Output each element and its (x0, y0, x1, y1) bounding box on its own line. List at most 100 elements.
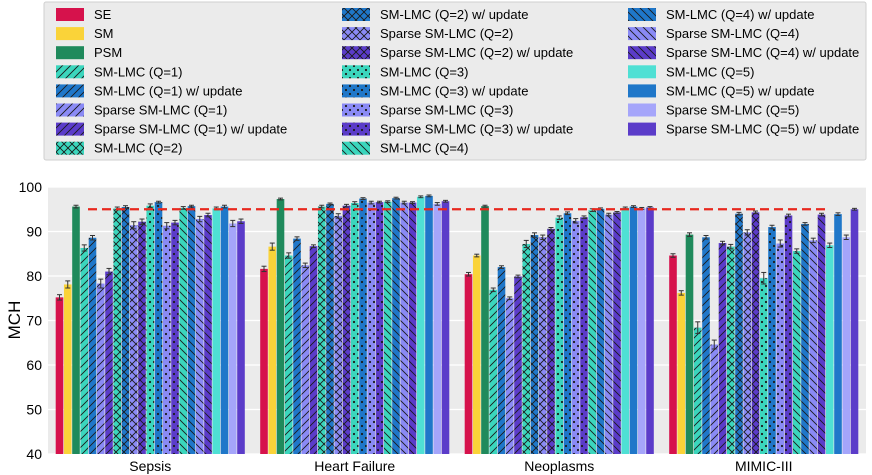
errorbar-heart-failure-sparse-sm-lmc-q-3-w-update (377, 200, 382, 204)
errorbar-sepsis-sparse-sm-lmc-q-4 (197, 215, 203, 223)
bar-mimic-iii-sparse-sm-lmc-q-1-w-update (718, 243, 727, 454)
bar-neoplasms-sm-lmc-q-1 (489, 289, 498, 454)
bar-sepsis-sparse-sm-lmc-q-5-w-update (237, 221, 245, 454)
legend-swatch-sparse-sm-lmc-q-2 (342, 27, 370, 41)
errorbar-heart-failure-sparse-sm-lmc-q-2 (335, 213, 341, 219)
bar-sepsis-sm-lmc-q-2-w-update (121, 207, 130, 454)
errorbar-heart-failure-sparse-sm-lmc-q-2-w-update (344, 203, 349, 208)
y-tick-90: 90 (26, 224, 42, 240)
errorbar-neoplasms-sm-lmc-q-3 (556, 215, 562, 220)
legend-item-sm: SM (56, 26, 114, 41)
legend-item-sparse-sm-lmc-q-4: Sparse SM-LMC (Q=4) (628, 26, 799, 41)
bar-neoplasms-sparse-sm-lmc-q-5-w-update (646, 207, 654, 454)
bar-sepsis-sm-lmc-q-3 (146, 205, 155, 454)
legend-swatch-sparse-sm-lmc-q-1-w-update (56, 122, 84, 136)
errorbar-heart-failure-sparse-sm-lmc-q-5 (434, 202, 440, 206)
bar-heart-failure-sparse-sm-lmc-q-3-w-update (375, 202, 384, 454)
legend: SE SM PSM SM-LMC (Q=1) SM-LMC (Q=1) w/ updat… (43, 1, 867, 161)
legend-box (43, 1, 867, 161)
errorbar-mimic-iii-sparse-sm-lmc-q-4-w-update (819, 212, 824, 217)
bar-sepsis-sparse-sm-lmc-q-2-w-update (138, 221, 146, 454)
bar-neoplasms-sparse-sm-lmc-q-2 (538, 237, 547, 454)
errorbar-neoplasms-psm (482, 204, 488, 208)
errorbar-neoplasms-sm-lmc-q-5-w-update (631, 205, 636, 208)
bar-mimic-iii-sm-lmc-q-4 (792, 251, 801, 454)
errorbar-sepsis-psm (73, 204, 79, 209)
errorbar-heart-failure-sm-lmc-q-2-w-update (327, 202, 333, 206)
errorbar-heart-failure-sparse-sm-lmc-q-4-w-update (410, 201, 415, 204)
bar-sepsis-sparse-sm-lmc-q-1-w-update (105, 271, 113, 454)
errorbar-neoplasms-sparse-sm-lmc-q-2 (540, 234, 546, 241)
bar-mimic-iii-sm-lmc-q-3 (759, 278, 768, 454)
legend-swatch-sparse-sm-lmc-q-5-w-update (628, 122, 656, 136)
errorbar-heart-failure-sm-lmc-q-5-w-update (426, 194, 432, 198)
bar-heart-failure-sm-lmc-q-3-w-update (359, 198, 367, 454)
errorbar-mimic-iii-sm-lmc-q-5 (827, 242, 833, 249)
legend-swatch-psm (56, 46, 84, 60)
category-label-neoplasms: Neoplasms (524, 458, 594, 474)
y-tick-100: 100 (19, 179, 43, 195)
errorbar-sepsis-sparse-sm-lmc-q-1-w-update (106, 267, 112, 276)
errorbar-sepsis-sm-lmc-q-1 (81, 244, 87, 252)
errorbar-neoplasms-sparse-sm-lmc-q-3-w-update (581, 215, 587, 220)
bar-neoplasms-sm-lmc-q-5-w-update (629, 206, 638, 454)
legend-item-sm-lmc-q-5-w-update: SM-LMC (Q=5) w/ update (628, 83, 814, 98)
y-tick-70: 70 (26, 313, 42, 329)
legend-swatch-sparse-sm-lmc-q-1 (56, 103, 84, 117)
bar-heart-failure-sparse-sm-lmc-q-1-w-update (309, 246, 318, 454)
legend-swatch-sm-lmc-q-4 (342, 141, 370, 155)
errorbar-neoplasms-sm (474, 253, 480, 258)
bar-sepsis-se (55, 297, 64, 454)
errorbar-mimic-iii-sm-lmc-q-3-w-update (769, 224, 775, 230)
errorbar-sepsis-sm-lmc-q-5-w-update (222, 204, 227, 209)
errorbar-sepsis-sparse-sm-lmc-q-2 (131, 221, 137, 230)
y-axis-ticks: 40 50 60 70 80 90 100 (19, 179, 43, 462)
legend-swatch-sparse-sm-lmc-q-4-w-update (628, 46, 656, 60)
bar-mimic-iii-sparse-sm-lmc-q-4 (809, 240, 818, 454)
legend-item-sm-lmc-q-2: SM-LMC (Q=2) (56, 141, 182, 156)
legend-swatch-sparse-sm-lmc-q-4 (628, 27, 656, 41)
legend-swatch-sparse-sm-lmc-q-3-w-update (342, 122, 370, 136)
legend-label-sm-lmc-q-4: SM-LMC (Q=4) (380, 141, 468, 156)
errorbar-neoplasms-sm-lmc-q-2 (523, 239, 529, 249)
bar-neoplasms-sparse-sm-lmc-q-5 (637, 208, 646, 454)
bar-sepsis-sm-lmc-q-4-w-update (187, 206, 196, 454)
legend-label-sparse-sm-lmc-q-3: Sparse SM-LMC (Q=3) (380, 103, 513, 118)
bar-neoplasms-sm-lmc-q-2-w-update (530, 235, 539, 454)
legend-label-sm-lmc-q-2-w-update: SM-LMC (Q=2) w/ update (380, 7, 528, 22)
bar-sepsis-sparse-sm-lmc-q-5 (228, 223, 237, 454)
errorbar-sepsis-sparse-sm-lmc-q-4-w-update (205, 212, 211, 218)
errorbar-mimic-iii-sparse-sm-lmc-q-5-w-update (852, 207, 857, 211)
bar-heart-failure-sparse-sm-lmc-q-4 (400, 202, 409, 454)
errorbar-sepsis-sparse-sm-lmc-q-5-w-update (238, 218, 244, 224)
bar-sepsis-sparse-sm-lmc-q-3 (162, 225, 171, 454)
errorbar-sepsis-sm (65, 280, 71, 289)
errorbar-heart-failure-sm-lmc-q-5 (418, 195, 424, 199)
errorbar-heart-failure-sm-lmc-q-3-w-update (360, 197, 366, 200)
errorbar-mimic-iii-sparse-sm-lmc-q-2 (744, 229, 750, 236)
legend-swatch-sm-lmc-q-5 (628, 65, 656, 79)
bar-sepsis-sm-lmc-q-5 (212, 208, 221, 454)
bar-heart-failure-sparse-sm-lmc-q-5 (433, 203, 442, 454)
bar-neoplasms-sparse-sm-lmc-q-1 (505, 298, 514, 454)
errorbar-mimic-iii-sparse-sm-lmc-q-4 (810, 237, 816, 244)
bar-neoplasms-sm (472, 255, 481, 454)
errorbar-sepsis-sparse-sm-lmc-q-1 (98, 278, 104, 289)
bar-mimic-iii-sparse-sm-lmc-q-3 (776, 243, 785, 454)
legend-item-sm-lmc-q-3-w-update: SM-LMC (Q=3) w/ update (342, 83, 528, 98)
errorbar-mimic-iii-sparse-sm-lmc-q-5 (843, 234, 849, 241)
errorbar-heart-failure-sparse-sm-lmc-q-5-w-update (443, 199, 448, 203)
bar-neoplasms-sparse-sm-lmc-q-3-w-update (580, 217, 588, 454)
legend-label-sparse-sm-lmc-q-1: Sparse SM-LMC (Q=1) (94, 103, 227, 118)
legend-item-sm-lmc-q-2-w-update: SM-LMC (Q=2) w/ update (342, 7, 528, 22)
bar-heart-failure-sm-lmc-q-5-w-update (425, 195, 433, 454)
bar-neoplasms-sparse-sm-lmc-q-4 (604, 214, 613, 454)
bar-sepsis-sm-lmc-q-2 (113, 208, 122, 454)
category-label-heart-failure: Heart Failure (314, 458, 395, 474)
legend-label-sm-lmc-q-1: SM-LMC (Q=1) (94, 64, 182, 79)
errorbar-mimic-iii-sm-lmc-q-1-w-update (703, 235, 709, 240)
y-tick-40: 40 (26, 446, 42, 462)
bar-sepsis-psm (72, 206, 80, 454)
bar-heart-failure-sparse-sm-lmc-q-1 (301, 265, 310, 454)
errorbar-heart-failure-sm-lmc-q-2 (319, 204, 325, 209)
